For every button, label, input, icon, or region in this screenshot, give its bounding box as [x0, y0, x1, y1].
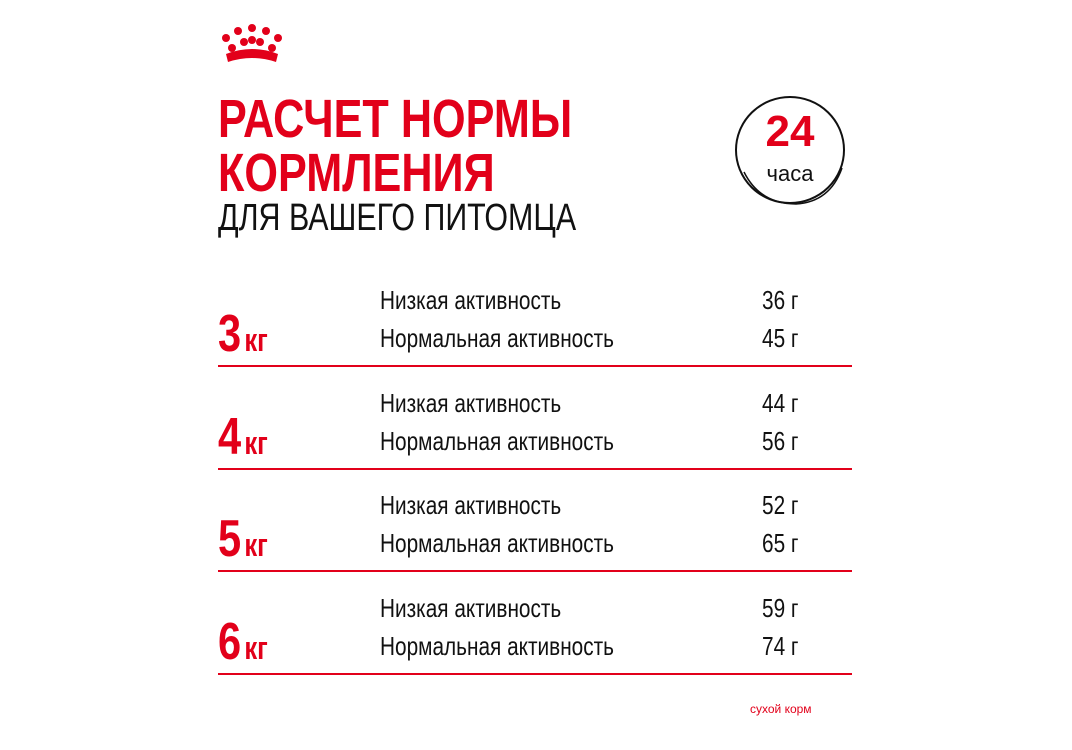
badge-unit: часа: [766, 161, 814, 186]
activity-label: Нормальная активность: [380, 630, 615, 661]
title-line: РАСЧЕТ НОРМЫ: [218, 89, 573, 149]
activity-label: Низкая активность: [380, 490, 562, 520]
separator: [218, 672, 852, 675]
weight: 4кг: [218, 411, 268, 469]
amount: 59 г: [762, 592, 799, 623]
separator: [218, 570, 852, 572]
subtitle: ДЛЯ ВАШЕГО ПИТОМЦА: [218, 197, 577, 239]
amount: 74 г: [762, 630, 799, 661]
badge-number: 24: [765, 107, 815, 156]
amount: 44 г: [762, 387, 799, 418]
activity-label: Нормальная активность: [380, 528, 615, 558]
activity-label: Низкая активность: [380, 592, 562, 623]
weight-unit: кг: [244, 527, 268, 563]
separator: [218, 467, 852, 470]
amount: 56 г: [762, 425, 799, 456]
activity-label: Низкая активность: [380, 387, 562, 418]
badge-circle: [735, 96, 845, 205]
weight: 3кг: [218, 308, 268, 366]
weight: 6кг: [218, 616, 268, 674]
footer-note: сухой корм: [750, 702, 812, 716]
activity-label: Нормальная активность: [380, 425, 615, 456]
weight-value: 3: [218, 305, 242, 363]
amount: 36 г: [762, 285, 799, 315]
activity-label: Нормальная активность: [380, 323, 615, 353]
amount: 65 г: [762, 528, 799, 558]
amount: 45 г: [762, 323, 799, 353]
crown-logo: [222, 24, 282, 62]
separator: [218, 365, 852, 367]
title-line: КОРМЛЕНИЯ: [218, 143, 495, 203]
weight-unit: кг: [244, 424, 268, 461]
weight-unit: кг: [244, 629, 268, 666]
weight-value: 5: [218, 510, 242, 568]
weight: 5кг: [218, 513, 268, 571]
weight-value: 4: [218, 407, 242, 466]
weight-value: 6: [218, 612, 242, 671]
amount: 52 г: [762, 490, 799, 520]
activity-label: Низкая активность: [380, 285, 562, 315]
weight-unit: кг: [244, 322, 268, 358]
